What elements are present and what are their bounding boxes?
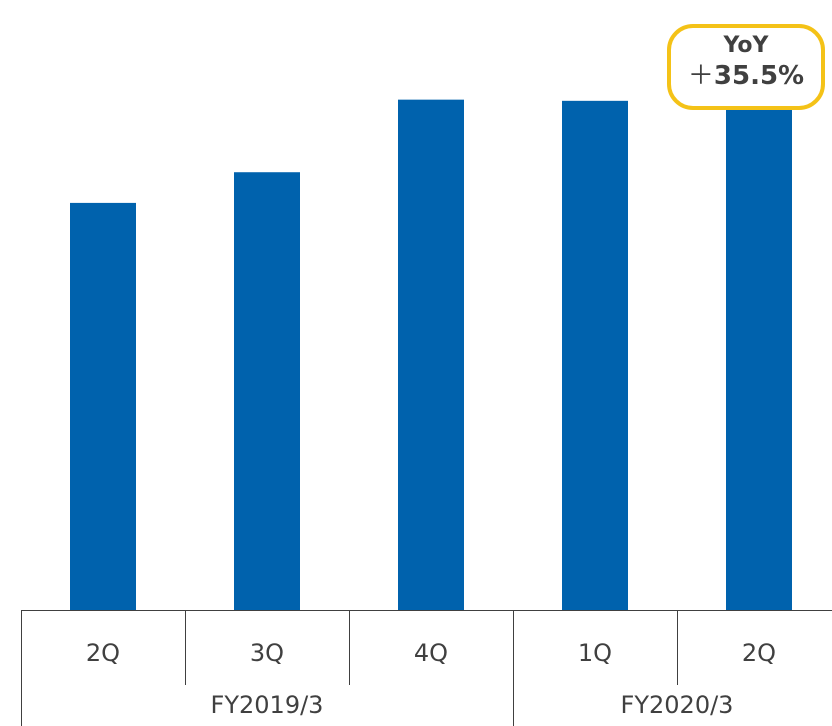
bar-4: [562, 100, 628, 610]
bar-5: [726, 41, 792, 611]
yoy-callout-sign: ＋: [687, 61, 714, 91]
x-tick-label: 2Q: [742, 639, 776, 667]
yoy-callout-title: YoY: [723, 33, 769, 58]
group-label: FY2020/3: [621, 691, 734, 719]
yoy-callout-value-line: ＋35.5%: [671, 60, 821, 92]
x-tick-label: 3Q: [250, 639, 284, 667]
bar-2: [234, 172, 300, 610]
axis-lines: [21, 610, 832, 726]
bar-1: [70, 202, 136, 610]
x-tick-label: 2Q: [86, 639, 120, 667]
tick-labels-group: 2Q 3Q 4Q 1Q 2Q: [86, 639, 776, 667]
group-labels-group: FY2019/3 FY2020/3: [211, 691, 734, 719]
bar-3: [398, 99, 464, 611]
x-tick-label: 1Q: [578, 639, 612, 667]
group-label: FY2019/3: [211, 691, 324, 719]
yoy-callout: YoY ＋35.5%: [667, 24, 825, 110]
yoy-callout-value: 35.5%: [713, 61, 805, 91]
bars-group: [70, 41, 792, 611]
x-tick-label: 4Q: [414, 639, 448, 667]
